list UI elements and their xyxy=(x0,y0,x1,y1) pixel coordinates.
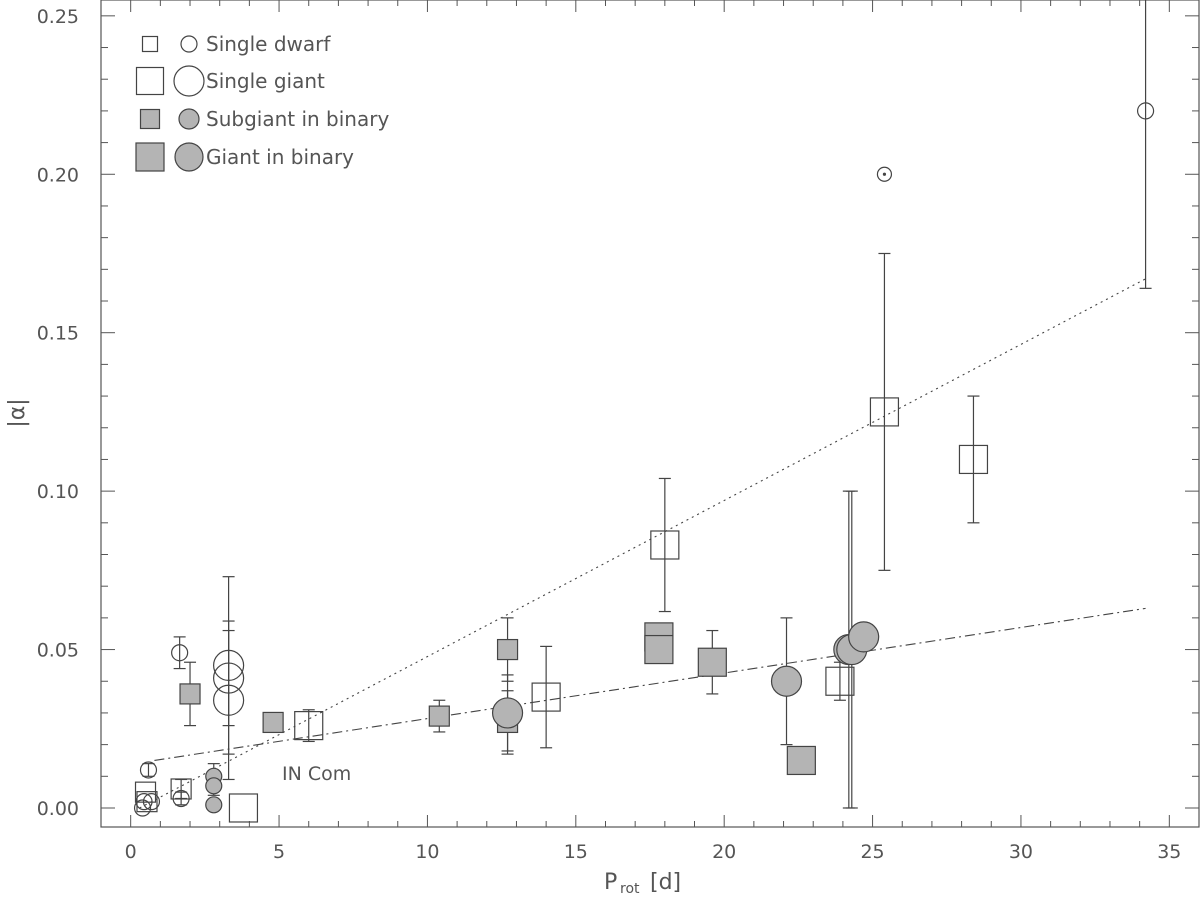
data-point-square xyxy=(644,634,674,665)
sun-symbol-dot xyxy=(882,172,887,176)
data-point-square xyxy=(170,778,192,800)
data-point-square xyxy=(179,683,201,705)
data-point-circle xyxy=(205,777,223,795)
data-point-square xyxy=(228,793,259,823)
x-tick-label: 35 xyxy=(1157,841,1181,863)
x-tick-label: 25 xyxy=(860,841,884,863)
data-point-square xyxy=(294,711,324,741)
data-point-circle xyxy=(172,789,190,808)
y-tick-label: 0.20 xyxy=(37,164,79,186)
y-tick-label: 0.10 xyxy=(37,481,79,503)
legend-label: Subgiant in binary xyxy=(206,107,389,131)
x-tick-label: 5 xyxy=(273,841,285,863)
x-axis-title-unit: [d] xyxy=(650,870,681,895)
x-tick-labels: 0 5 10 15 20 25 30 35 xyxy=(125,841,1182,863)
data-point-square xyxy=(650,530,680,560)
data-point-circle xyxy=(213,649,245,682)
data-point-circle xyxy=(1136,102,1155,120)
legend-label: Single dwarf xyxy=(206,32,331,56)
x-tick-label: 15 xyxy=(564,841,588,863)
legend-square-marker xyxy=(135,142,165,172)
fit-lines xyxy=(139,278,1146,809)
data-point-square xyxy=(869,397,900,427)
legend-circle-marker xyxy=(174,142,204,172)
legend-label: Single giant xyxy=(206,69,325,93)
data-markers xyxy=(133,102,1155,823)
data-point-circle xyxy=(142,793,161,811)
fit-line-dashdot xyxy=(154,607,1146,762)
axis-ticks xyxy=(101,0,1199,827)
data-point-circle xyxy=(171,644,189,662)
legend-label: Giant in binary xyxy=(206,145,354,169)
data-point-circle xyxy=(205,796,223,814)
y-tick-label: 0.25 xyxy=(37,6,79,28)
x-tick-label: 20 xyxy=(712,841,736,863)
legend-circle-marker xyxy=(173,65,205,97)
legend-square-marker xyxy=(141,35,159,53)
data-point-circle xyxy=(133,799,152,817)
data-point-square xyxy=(958,444,989,475)
annotations: IN Com xyxy=(282,763,351,785)
data-point-square xyxy=(428,705,450,727)
data-point-circle xyxy=(770,665,803,697)
data-point-square xyxy=(697,647,727,677)
data-point-circle xyxy=(135,793,153,811)
legend: Single dwarf Single giant Subgiant in bina… xyxy=(135,32,389,172)
data-point-circle xyxy=(139,761,158,779)
data-point-square xyxy=(496,638,519,661)
y-axis-title: |α| xyxy=(5,398,30,427)
data-point-circle xyxy=(213,662,245,694)
x-axis-title-sub: rot xyxy=(620,881,640,897)
x-tick-label: 10 xyxy=(415,841,439,863)
data-point-square xyxy=(531,682,561,712)
legend-circle-marker xyxy=(180,35,198,53)
data-point-circle xyxy=(848,621,880,653)
y-tick-label: 0.05 xyxy=(37,640,79,662)
y-tick-labels: 0.00 0.05 0.10 0.15 0.20 0.25 xyxy=(37,6,79,820)
y-tick-label: 0.00 xyxy=(37,798,79,820)
y-tick-label: 0.15 xyxy=(37,323,79,345)
x-tick-label: 0 xyxy=(125,841,137,863)
legend-square-marker xyxy=(135,66,165,96)
legend-circle-marker xyxy=(178,108,200,130)
legend-square-marker xyxy=(139,108,161,130)
fit-line-dotted xyxy=(139,278,1146,809)
x-axis-title-main: P xyxy=(604,870,617,895)
plot-frame xyxy=(100,0,1200,828)
data-point-circle xyxy=(213,684,245,716)
data-point-square xyxy=(825,666,855,696)
x-tick-label: 30 xyxy=(1009,841,1033,863)
data-point-square xyxy=(786,745,816,776)
data-point-circle xyxy=(491,697,524,729)
x-axis-title: P rot [d] xyxy=(604,870,681,897)
data-point-square xyxy=(262,711,284,734)
annotation-label: IN Com xyxy=(282,763,351,785)
